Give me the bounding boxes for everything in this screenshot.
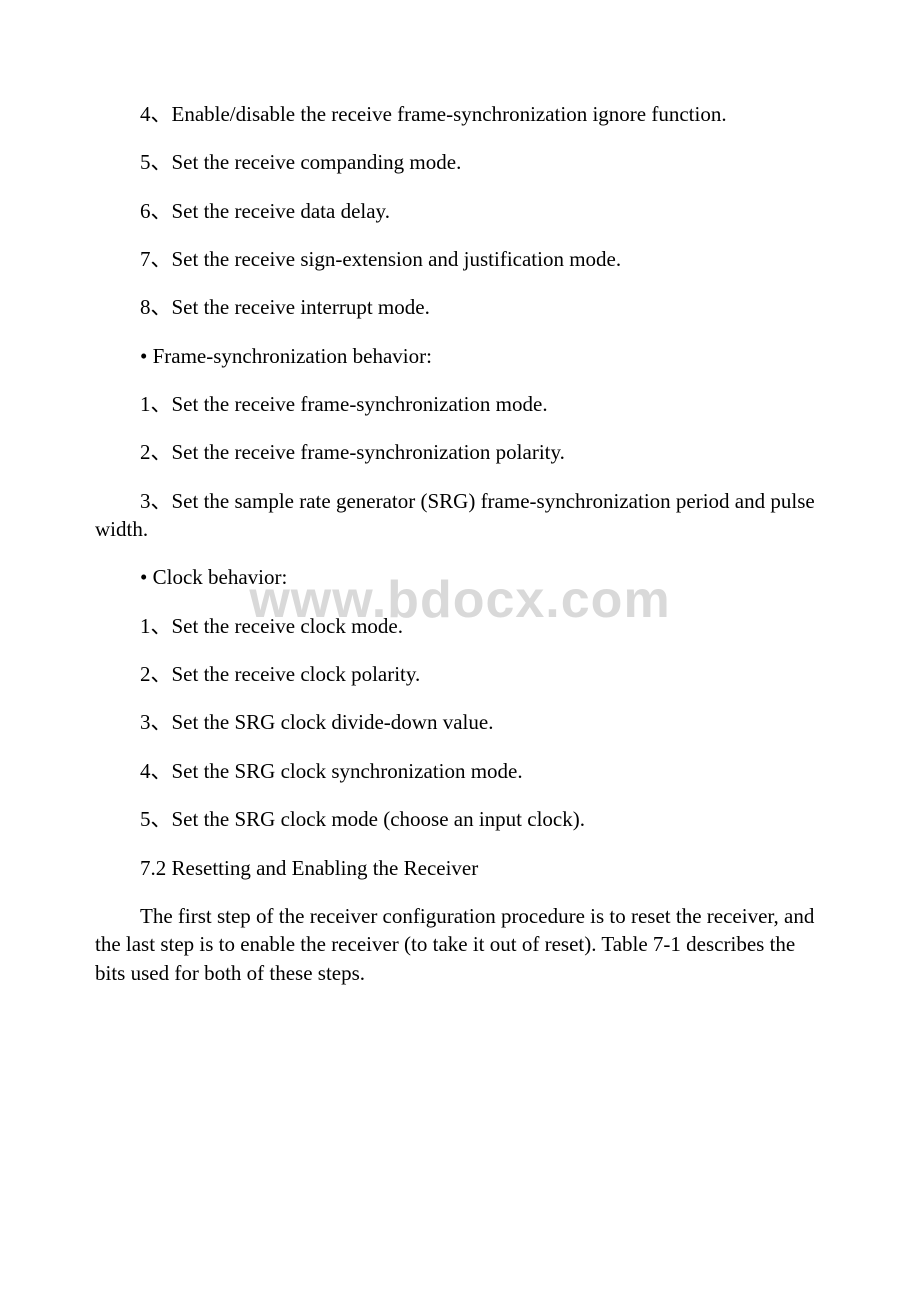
- list-item: 3、Set the SRG clock divide-down value.: [95, 708, 825, 736]
- list-item: 8、Set the receive interrupt mode.: [95, 293, 825, 321]
- list-item: 1、Set the receive frame-synchronization …: [95, 390, 825, 418]
- list-item: 3、Set the sample rate generator (SRG) fr…: [95, 487, 825, 544]
- document-content: 4、Enable/disable the receive frame-synch…: [95, 100, 825, 987]
- list-item: 5、Set the receive companding mode.: [95, 148, 825, 176]
- paragraph-text: The first step of the receiver configura…: [95, 902, 825, 987]
- list-item: 6、Set the receive data delay.: [95, 197, 825, 225]
- bullet-heading: • Clock behavior:: [95, 563, 825, 591]
- list-item: 5、Set the SRG clock mode (choose an inpu…: [95, 805, 825, 833]
- list-item: 1、Set the receive clock mode.: [95, 612, 825, 640]
- section-heading: 7.2 Resetting and Enabling the Receiver: [95, 854, 825, 882]
- list-item: 4、Set the SRG clock synchronization mode…: [95, 757, 825, 785]
- list-item: 2、Set the receive frame-synchronization …: [95, 438, 825, 466]
- list-item: 2、Set the receive clock polarity.: [95, 660, 825, 688]
- list-item: 4、Enable/disable the receive frame-synch…: [95, 100, 825, 128]
- list-item: 7、Set the receive sign-extension and jus…: [95, 245, 825, 273]
- bullet-heading: • Frame-synchronization behavior:: [95, 342, 825, 370]
